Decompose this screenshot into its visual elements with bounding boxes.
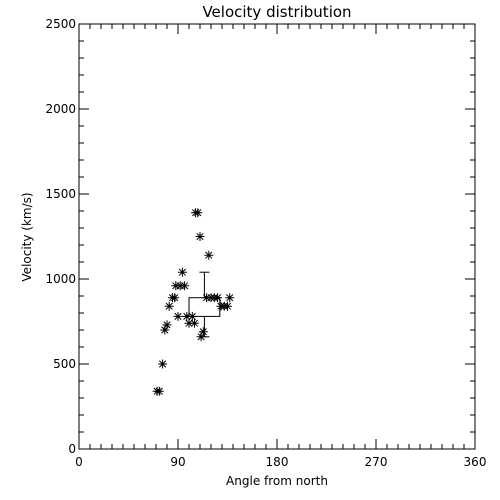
- data-point: [182, 311, 192, 321]
- y-axis-label: Velocity (km/s): [20, 192, 34, 281]
- x-tick-label: 360: [464, 455, 487, 469]
- data-point: [162, 320, 172, 330]
- data-point: [164, 301, 174, 311]
- data-point: [193, 208, 203, 218]
- data-point: [204, 250, 214, 260]
- data-point: [195, 232, 205, 241]
- data-point: [213, 293, 223, 303]
- data-point: [177, 267, 187, 277]
- data-point: [198, 327, 208, 337]
- data-point: [225, 293, 235, 303]
- box-plot: [188, 271, 221, 338]
- x-tick-label: 0: [75, 455, 83, 469]
- data-point: [190, 318, 199, 328]
- data-point: [196, 332, 206, 342]
- x-tick-label: 180: [266, 455, 289, 469]
- data-point: [223, 301, 232, 311]
- data-point: [160, 325, 170, 335]
- data-point: [170, 293, 180, 303]
- data-point: [180, 281, 190, 291]
- data-point: [184, 318, 194, 328]
- chart-title: Velocity distribution: [202, 3, 351, 21]
- y-tick-label: 500: [53, 357, 76, 371]
- x-axis-label: Angle from north: [226, 474, 328, 488]
- data-point: [187, 311, 197, 321]
- data-points: [152, 208, 235, 396]
- data-point: [154, 386, 164, 396]
- x-tick-label: 270: [365, 455, 388, 469]
- y-tick-label: 2500: [45, 17, 76, 31]
- y-tick-label: 1500: [45, 187, 76, 201]
- y-tick-label: 2000: [45, 102, 76, 116]
- data-point: [158, 359, 168, 369]
- axis-tick-labels: 0 90 180 270 360 0 500 1000 1500 2000 2500: [45, 17, 486, 469]
- axis-ticks: [78, 23, 476, 450]
- y-tick-label: 0: [68, 442, 76, 456]
- data-point: [173, 311, 183, 321]
- y-tick-label: 1000: [45, 272, 76, 286]
- x-tick-label: 90: [170, 455, 185, 469]
- plot-area-frame: [78, 23, 476, 450]
